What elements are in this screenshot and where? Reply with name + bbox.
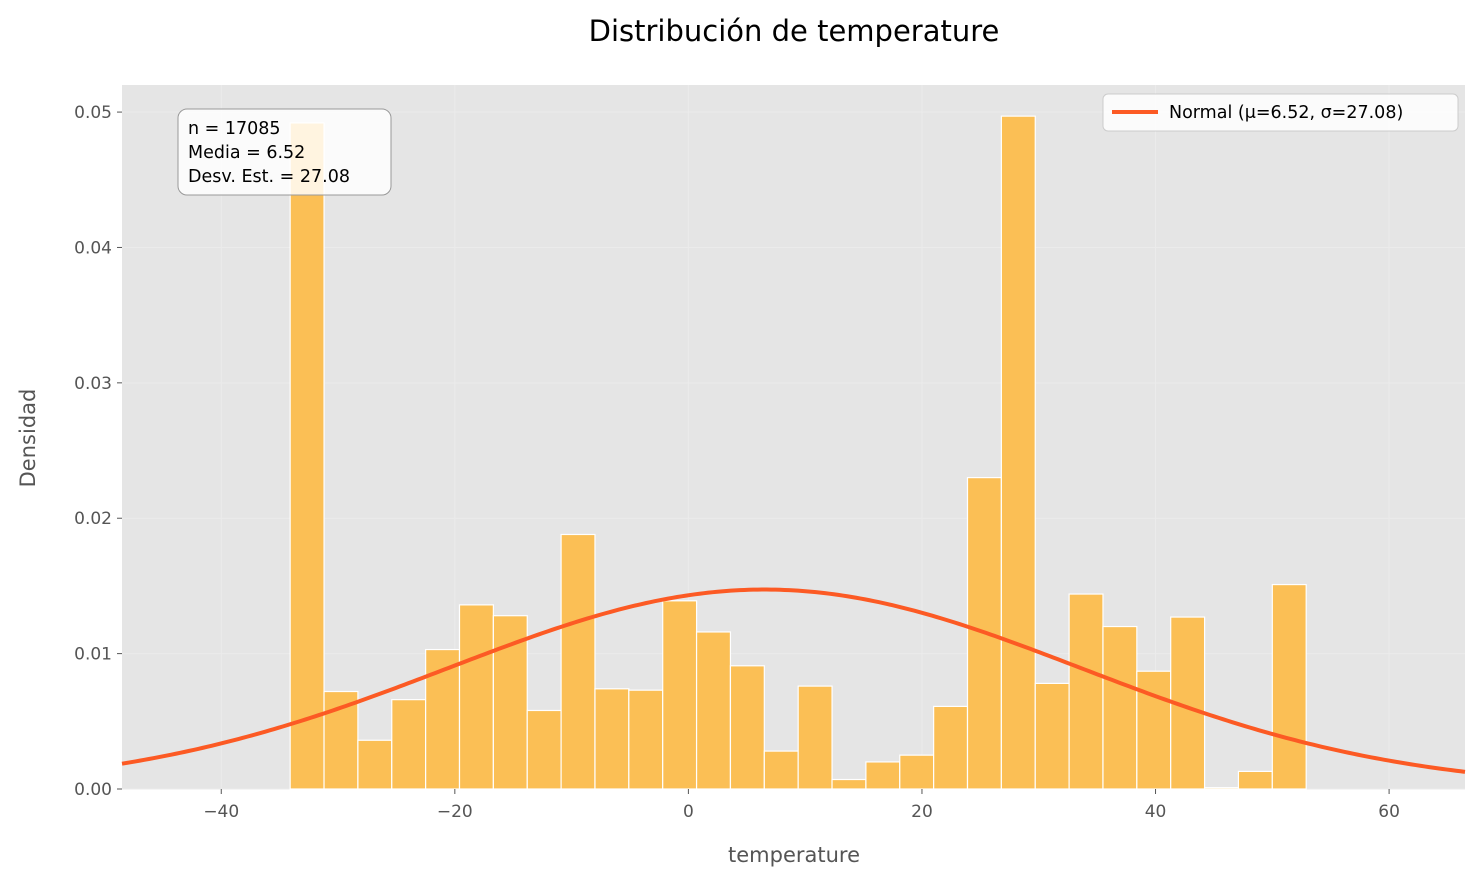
- histogram-bar: [763, 750, 799, 790]
- normal-curve-line: [121, 587, 1466, 774]
- y-tick-label: 0.02: [74, 509, 112, 529]
- histogram-bar: [831, 778, 867, 790]
- histogram-bar: [526, 709, 562, 790]
- histogram-bar: [695, 631, 732, 790]
- histogram-bar: [1237, 770, 1273, 790]
- y-axis-ticks: 0.00 0.01 0.02 0.03 0.04 0.05: [74, 103, 122, 800]
- histogram-bar: [1271, 583, 1307, 790]
- y-axis-label: Densidad: [16, 389, 40, 488]
- histogram-bar: [899, 754, 935, 790]
- histogram-bars: [289, 115, 1307, 790]
- y-tick-label: 0.00: [74, 780, 112, 800]
- stats-box-frame: [177, 108, 392, 196]
- y-tick-label: 0.05: [74, 103, 112, 123]
- histogram-bar: [594, 688, 630, 790]
- histogram-bar: [1068, 593, 1104, 790]
- x-tick-label: 0: [683, 802, 694, 822]
- histogram-bar: [1000, 115, 1036, 790]
- x-tick-label: 20: [911, 802, 933, 822]
- histogram-bar: [729, 665, 765, 790]
- legend: Normal (μ=6.52, σ=27.08): [1102, 93, 1459, 132]
- y-tick-label: 0.01: [74, 645, 112, 665]
- stats-n: n = 17085: [188, 119, 281, 139]
- chart-title: Distribución de temperature: [589, 14, 1000, 48]
- histogram-bar: [1136, 670, 1172, 790]
- x-axis-ticks: −40 −20 0 20 40 60: [203, 789, 1400, 822]
- x-tick-label: −20: [437, 802, 473, 822]
- histogram-bar: [1203, 787, 1240, 790]
- legend-label-normal: Normal (μ=6.52, σ=27.08): [1169, 103, 1403, 123]
- histogram-bar: [560, 533, 596, 790]
- stats-mean: Media = 6.52: [188, 143, 305, 163]
- histogram-bar: [1102, 625, 1138, 790]
- plot-area: [122, 85, 1465, 789]
- y-tick-label: 0.03: [74, 374, 112, 394]
- histogram-bar: [391, 699, 427, 790]
- x-tick-label: 40: [1145, 802, 1167, 822]
- histogram-bar: [458, 604, 494, 790]
- x-tick-label: 60: [1378, 802, 1400, 822]
- histogram-bar: [662, 600, 698, 790]
- x-tick-label: −40: [203, 802, 239, 822]
- histogram-bar: [797, 685, 833, 790]
- histogram-bar: [289, 122, 325, 790]
- histogram-bar: [933, 705, 969, 790]
- histogram-bar: [628, 689, 664, 790]
- stats-std: Desv. Est. = 27.08: [188, 167, 350, 187]
- histogram-bar: [1034, 682, 1070, 790]
- histogram-bar: [357, 739, 393, 790]
- y-tick-label: 0.04: [74, 238, 112, 258]
- x-axis-label: temperature: [728, 843, 860, 867]
- stats-box: n = 17085 Media = 6.52 Desv. Est. = 27.0…: [177, 108, 392, 196]
- histogram-bar: [865, 761, 901, 790]
- legend-frame: [1102, 93, 1459, 132]
